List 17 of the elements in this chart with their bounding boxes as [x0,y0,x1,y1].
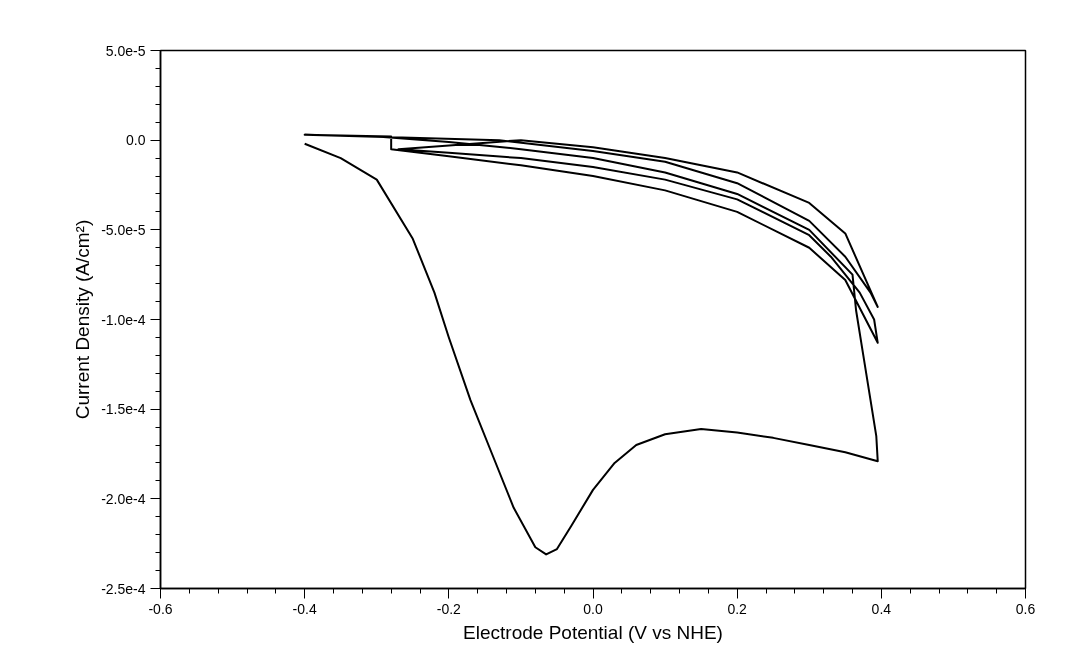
x-tick-label: 0.0 [583,600,603,617]
x-tick-label: 0.6 [1015,600,1036,617]
y-tick-label: -5.0e-5 [101,221,146,238]
line-series [303,133,879,556]
x-tick-label: 0.4 [871,600,892,617]
y-tick-label: -2.0e-4 [101,490,146,507]
y-tick-label: -1.0e-4 [101,311,146,328]
x-tick-label: -0.4 [292,600,317,617]
y-tick-label: 5.0e-5 [105,42,146,59]
y-tick-label: -1.5e-4 [101,401,146,418]
y-tick-label: 0.0 [126,132,146,149]
y-axis-title: Current Density (A/cm²) [72,219,94,420]
x-tick-label: 0.2 [727,600,748,617]
x-tick-label: -0.2 [436,600,462,617]
x-tick-label: -0.6 [148,600,173,617]
y-tick-label: -2.5e-4 [101,580,146,597]
x-axis-title: Electrode Potential (V vs NHE) [463,621,723,643]
